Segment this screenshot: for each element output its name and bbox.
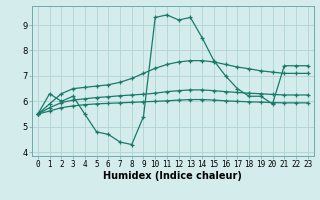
X-axis label: Humidex (Indice chaleur): Humidex (Indice chaleur) xyxy=(103,171,242,181)
